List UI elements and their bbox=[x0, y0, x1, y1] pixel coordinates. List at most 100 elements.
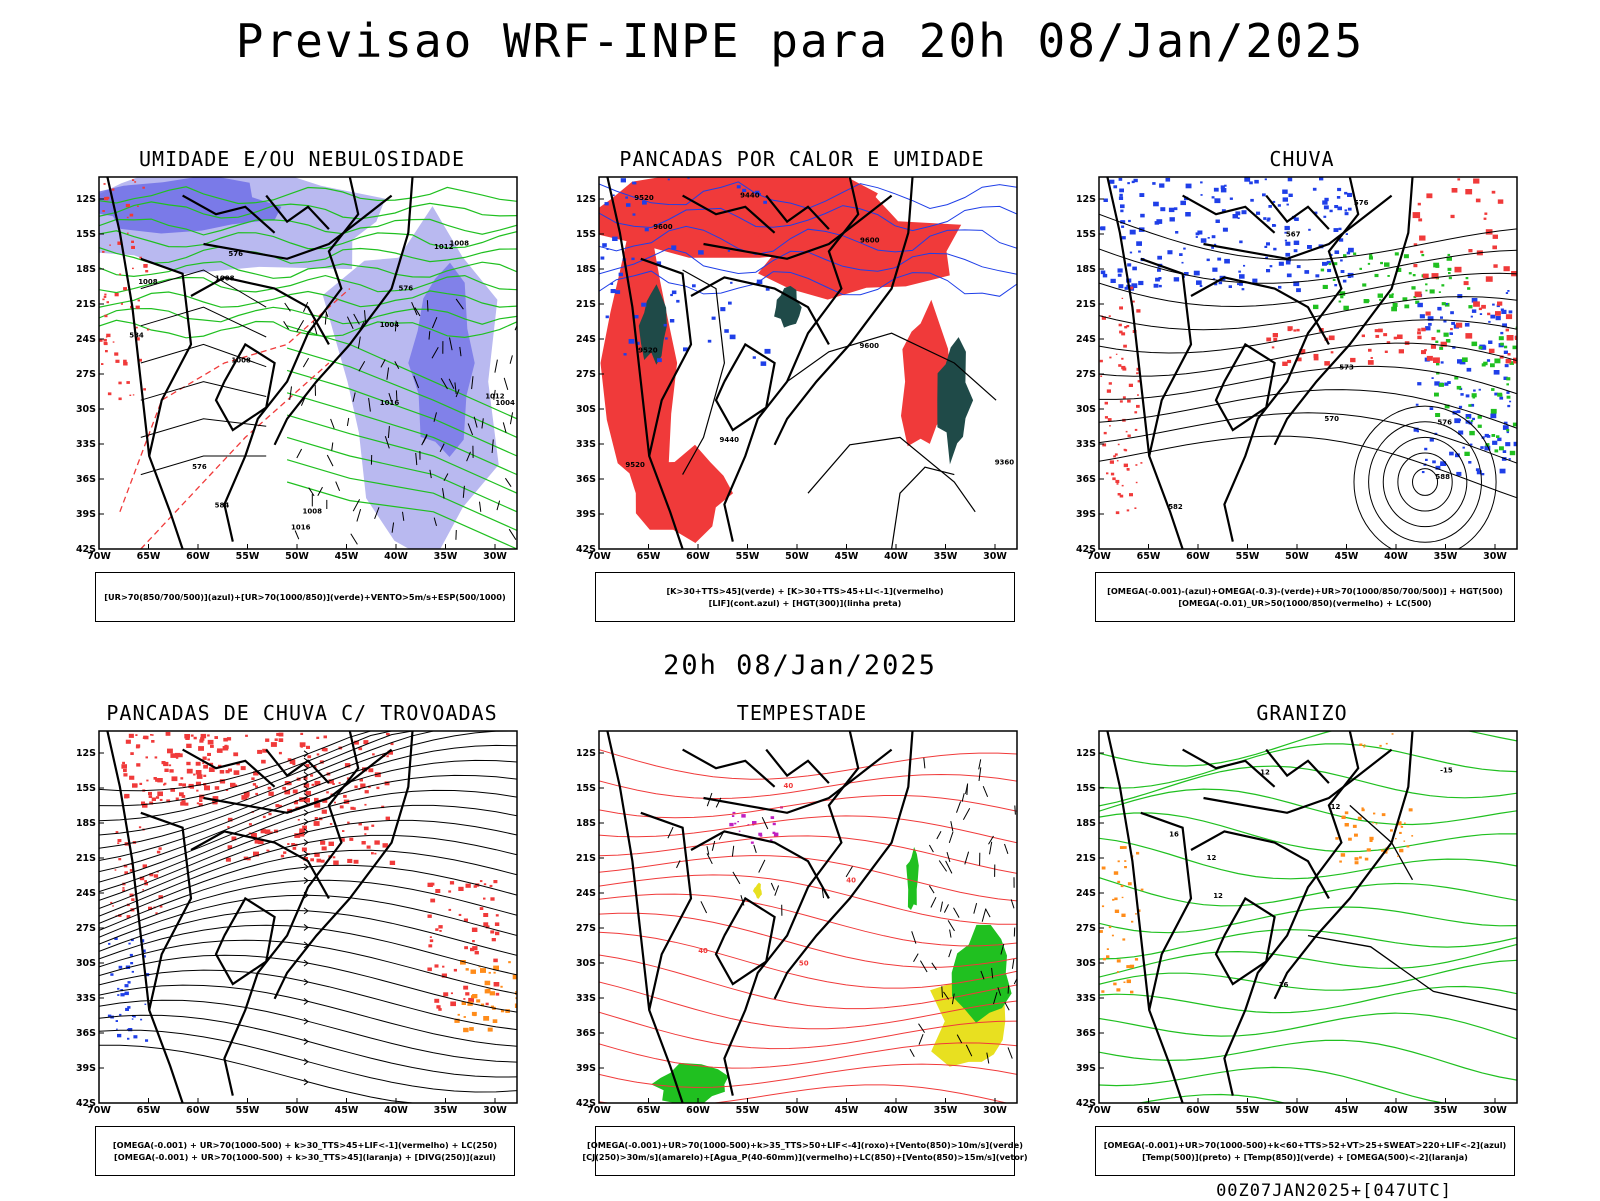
shaded-cell bbox=[1368, 349, 1372, 352]
shaded-cell bbox=[1435, 265, 1439, 268]
wind-vector bbox=[920, 961, 927, 972]
shaded-cell bbox=[1282, 362, 1288, 366]
shaded-cell bbox=[245, 735, 248, 737]
shaded-cell bbox=[1431, 337, 1435, 340]
shaded-cell bbox=[128, 981, 131, 984]
shaded-cell bbox=[121, 764, 127, 769]
shaded-cell bbox=[1109, 315, 1111, 317]
shaded-cell bbox=[615, 290, 620, 294]
shaded-cell bbox=[763, 201, 767, 204]
shaded-cell bbox=[496, 914, 499, 916]
shaded-cell bbox=[143, 388, 146, 390]
shaded-cell bbox=[1397, 335, 1403, 340]
wind-vector bbox=[668, 827, 673, 838]
shaded-cell bbox=[496, 993, 500, 996]
shaded-cell bbox=[485, 981, 491, 986]
panel-legend: [OMEGA(-0.001)+UR>70(1000-500)+k>35_TTS>… bbox=[595, 1126, 1015, 1176]
shaded-cell bbox=[633, 213, 636, 215]
legend-line: [OMEGA(-0.001) + UR>70(1000-500) + k>30_… bbox=[114, 1151, 496, 1163]
shaded-cell bbox=[119, 966, 123, 969]
lon-label: 40W bbox=[884, 551, 908, 562]
shaded-cell bbox=[104, 315, 107, 318]
temperature-850-contour bbox=[1099, 838, 1517, 879]
shaded-cell bbox=[199, 799, 202, 802]
shaded-cell bbox=[1504, 266, 1510, 271]
shaded-cell bbox=[1399, 349, 1404, 353]
shaded-cell bbox=[1367, 848, 1371, 851]
shaded-cell bbox=[1510, 451, 1515, 455]
shaded-cell bbox=[1425, 290, 1427, 292]
shaded-cell bbox=[1118, 284, 1123, 288]
shaded-cell bbox=[1506, 383, 1509, 385]
low-pressure-contour bbox=[1413, 469, 1438, 496]
wind-vector bbox=[974, 903, 977, 914]
shaded-cell bbox=[1509, 310, 1513, 313]
shaded-cell bbox=[1135, 429, 1138, 431]
shaded-cell bbox=[143, 737, 145, 739]
shaded-cell bbox=[1180, 201, 1186, 205]
shaded-cell bbox=[172, 777, 174, 779]
shaded-cell bbox=[611, 289, 616, 293]
shaded-cell bbox=[1120, 204, 1125, 208]
shaded-cell bbox=[194, 737, 197, 740]
wind-vector bbox=[931, 897, 936, 907]
shaded-cell bbox=[1364, 744, 1366, 745]
lon-label: 35W bbox=[434, 551, 458, 562]
lat-label: 39S bbox=[1076, 509, 1096, 520]
shaded-cell bbox=[118, 858, 121, 860]
shaded-cell bbox=[1386, 743, 1388, 745]
shaded-cell bbox=[1109, 926, 1112, 928]
shaded-cell bbox=[1216, 220, 1220, 224]
shaded-cell bbox=[101, 363, 103, 365]
shaded-cell bbox=[1124, 326, 1127, 328]
shaded-cell bbox=[145, 1004, 147, 1005]
shaded-cell bbox=[1296, 288, 1301, 292]
shaded-cell bbox=[1485, 434, 1489, 437]
lon-label: 40W bbox=[384, 1105, 408, 1116]
shaded-cell bbox=[1103, 958, 1106, 960]
shaded-cell bbox=[1367, 300, 1370, 302]
shaded-cell bbox=[472, 994, 477, 998]
shaded-cell bbox=[606, 316, 609, 319]
shaded-cell bbox=[265, 739, 269, 742]
shaded-cell bbox=[1492, 191, 1496, 194]
wind-vector bbox=[957, 801, 961, 812]
shaded-cell bbox=[215, 786, 220, 790]
shaded-cell bbox=[316, 737, 319, 739]
contour-label: 576 bbox=[192, 463, 207, 471]
shaded-cell bbox=[1441, 284, 1444, 286]
shaded-cell bbox=[139, 826, 141, 828]
shaded-cell bbox=[162, 761, 166, 764]
shaded-cell bbox=[1233, 214, 1239, 218]
shaded-cell bbox=[1115, 453, 1118, 455]
shaded-cell bbox=[1340, 259, 1343, 261]
shaded-cell bbox=[1468, 249, 1472, 252]
shaded-cell bbox=[1334, 205, 1338, 208]
shaded-cell bbox=[104, 197, 108, 200]
shaded-cell bbox=[339, 782, 341, 784]
shaded-cell bbox=[1495, 449, 1499, 452]
wind-vector bbox=[1008, 985, 1009, 993]
shaded-cell bbox=[1268, 205, 1272, 208]
lat-label: 39S bbox=[76, 509, 96, 520]
shaded-cell bbox=[1418, 218, 1422, 221]
lon-label: 35W bbox=[934, 1105, 958, 1116]
shaded-cell bbox=[1365, 858, 1369, 861]
shaded-cell bbox=[664, 324, 666, 326]
shaded-cell bbox=[371, 825, 374, 827]
shaded-cell bbox=[1368, 360, 1374, 365]
shaded-cell bbox=[225, 745, 228, 747]
shaded-cell bbox=[245, 795, 249, 798]
shaded-cell bbox=[753, 356, 756, 359]
shaded-cell bbox=[1368, 263, 1370, 265]
shaded-cell bbox=[1114, 898, 1117, 901]
shaded-cell bbox=[443, 992, 448, 996]
shaded-cell bbox=[1448, 272, 1451, 274]
shaded-cell bbox=[1120, 400, 1123, 402]
lon-label: 30W bbox=[1483, 1105, 1507, 1116]
panel-legend: [OMEGA(-0.001)-(azul)+OMEGA(-0.3)-(verde… bbox=[1095, 572, 1515, 622]
shaded-cell bbox=[1467, 417, 1469, 419]
